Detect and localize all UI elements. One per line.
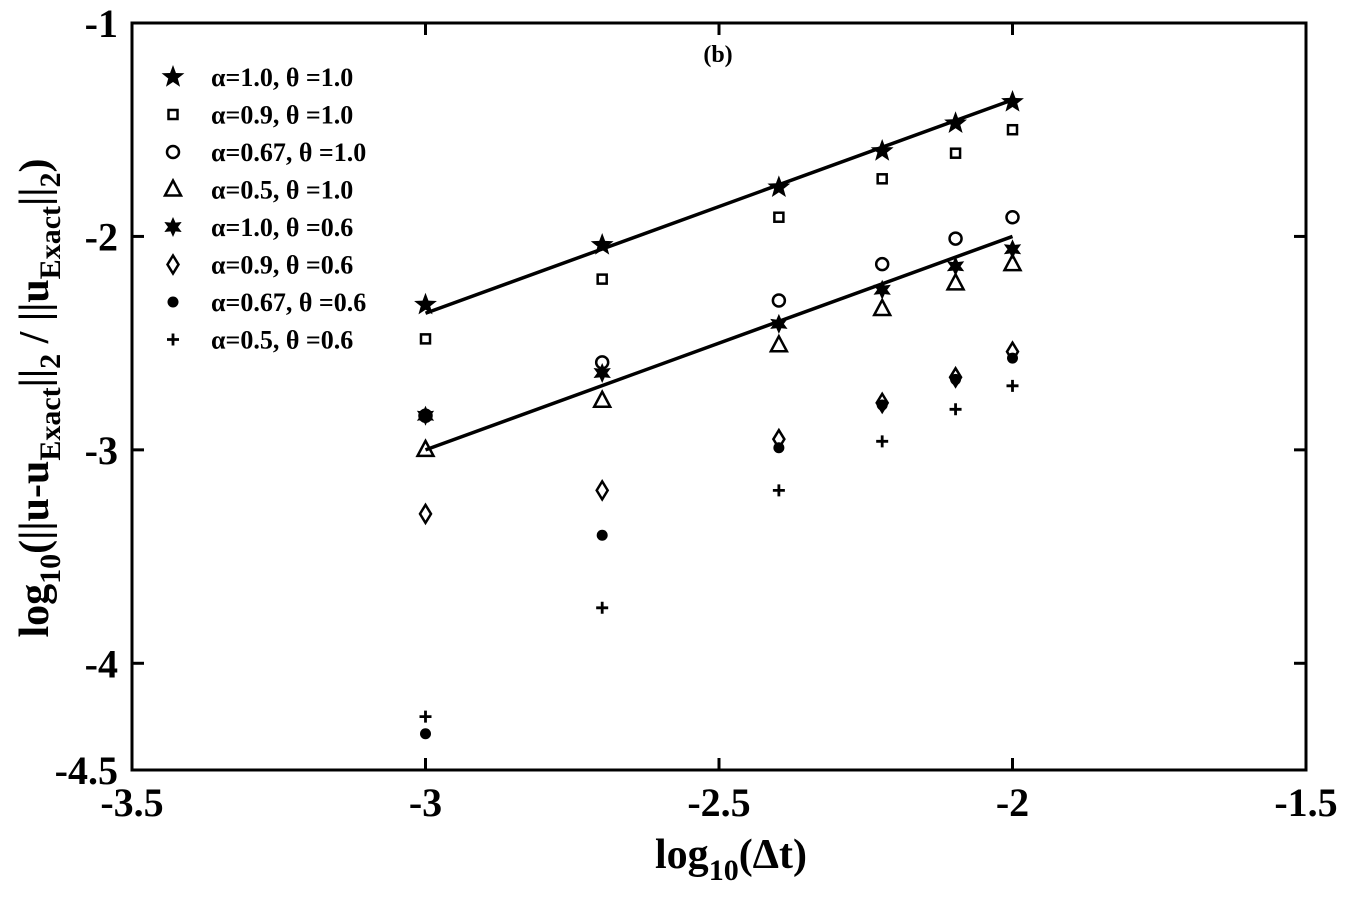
y-tick-label: -2 (85, 214, 118, 259)
legend-item: α=1.0, θ =1.0 (161, 63, 353, 92)
data-point-s3-0 (415, 438, 436, 458)
legend-item: α=0.67, θ =1.0 (165, 138, 366, 167)
data-point-s2-5 (1005, 209, 1020, 225)
data-point-s6-4 (950, 373, 962, 385)
x-axis-title: log10(Δt) (655, 832, 807, 887)
x-tick-label: -2 (996, 780, 1029, 825)
data-point-s6-5 (1007, 352, 1018, 364)
data-point-s3-5 (1002, 252, 1023, 272)
y-axis-title: log10(||u-uExact||2 / ||uExact||2) (12, 158, 67, 637)
data-point-s4-3 (873, 279, 891, 300)
legend-label: α=0.5, θ =0.6 (211, 326, 353, 355)
legend-marker (167, 333, 179, 346)
data-point-s7-2 (772, 484, 785, 497)
legend-marker (167, 108, 179, 121)
legend-marker (167, 296, 179, 308)
legend-label: α=0.67, θ =0.6 (211, 288, 366, 317)
data-point-s0-2 (767, 175, 791, 198)
legend-marker (165, 144, 181, 160)
data-point-s0-0 (414, 292, 437, 315)
legend-marker (161, 65, 185, 87)
data-points (414, 89, 1024, 740)
x-tick-label: -3.5 (100, 780, 163, 825)
data-point-s0-1 (590, 232, 614, 255)
data-point-s6-2 (773, 442, 785, 454)
data-point-s4-1 (593, 363, 611, 384)
x-tick-label: -1.5 (1274, 780, 1337, 825)
y-tick-label: -3 (85, 428, 118, 473)
data-point-s6-1 (596, 529, 608, 541)
data-point-s5-1 (595, 479, 610, 502)
axis-ticks (130, 21, 1308, 772)
data-point-s1-1 (596, 273, 608, 285)
data-point-s7-0 (419, 710, 432, 723)
legend-marker (166, 253, 180, 276)
y-tick-label: -1 (85, 1, 118, 46)
data-point-extra (420, 728, 431, 740)
data-point-s4-4 (946, 256, 965, 277)
data-point-s3-1 (592, 389, 613, 409)
data-point-s5-3 (875, 391, 890, 415)
legend-label: α=0.5, θ =1.0 (211, 176, 353, 205)
legend-item: α=0.67, θ =0.6 (167, 288, 366, 317)
tick-labels: -3.5 -3 -2.5 -2 -1.5 -4.5 -4 -3 -2 -1 (55, 1, 1338, 825)
data-point-s1-3 (876, 173, 888, 185)
data-point-s7-4 (949, 403, 962, 416)
legend-label: α=1.0, θ =0.6 (211, 213, 353, 242)
data-point-s0-5 (1001, 89, 1024, 112)
data-point-s5-0 (418, 502, 433, 526)
legend-label: α=1.0, θ =1.0 (211, 63, 353, 92)
data-point-s1-2 (773, 211, 785, 223)
legend-item: α=0.9, θ =1.0 (167, 101, 353, 130)
panel-label: (b) (703, 42, 732, 68)
data-point-s1-0 (419, 333, 432, 345)
data-point-s7-1 (596, 601, 609, 614)
legend-label: α=0.9, θ =1.0 (211, 101, 353, 130)
data-point-s4-2 (770, 313, 788, 334)
data-point-s3-3 (872, 297, 893, 317)
axes-frame (130, 21, 1308, 772)
plot-frame (130, 21, 1308, 772)
data-point-s6-3 (876, 399, 888, 411)
data-point-s2-3 (874, 256, 890, 272)
legend-label: α=0.67, θ =1.0 (211, 138, 366, 167)
data-point-s1-4 (949, 147, 962, 159)
fit-line (424, 98, 1014, 315)
data-point-s6-0 (420, 410, 431, 422)
data-point-s1-5 (1006, 123, 1019, 136)
legend: α=1.0, θ =1.0 α=0.9, θ =1.0 α=0.67, θ =1.0… (161, 63, 366, 355)
legend-item: α=0.5, θ =1.0 (162, 176, 353, 205)
fit-line (424, 234, 1014, 452)
legend-item: α=1.0, θ =0.6 (164, 213, 353, 242)
data-point-s7-3 (876, 435, 889, 448)
y-tick-label: -4.5 (55, 748, 118, 793)
data-point-s2-2 (771, 293, 787, 308)
data-point-s0-3 (870, 139, 894, 161)
legend-item: α=0.9, θ =0.6 (166, 251, 353, 280)
x-tick-label: -3 (409, 780, 442, 825)
legend-label: α=0.9, θ =0.6 (211, 251, 353, 280)
legend-marker (162, 177, 184, 197)
data-point-s5-4 (948, 365, 963, 389)
legend-item: α=0.5, θ =0.6 (167, 326, 353, 355)
legend-marker (164, 217, 182, 237)
y-tick-label: -4 (85, 641, 118, 686)
data-point-s3-4 (945, 271, 966, 291)
data-point-s7-5 (1006, 379, 1019, 392)
fit-lines (424, 98, 1014, 452)
data-point-s4-5 (1003, 239, 1022, 260)
data-point-s0-4 (944, 111, 967, 134)
x-tick-label: -2.5 (687, 780, 750, 825)
data-point-s3-2 (768, 333, 789, 353)
data-point-s2-4 (948, 231, 963, 246)
